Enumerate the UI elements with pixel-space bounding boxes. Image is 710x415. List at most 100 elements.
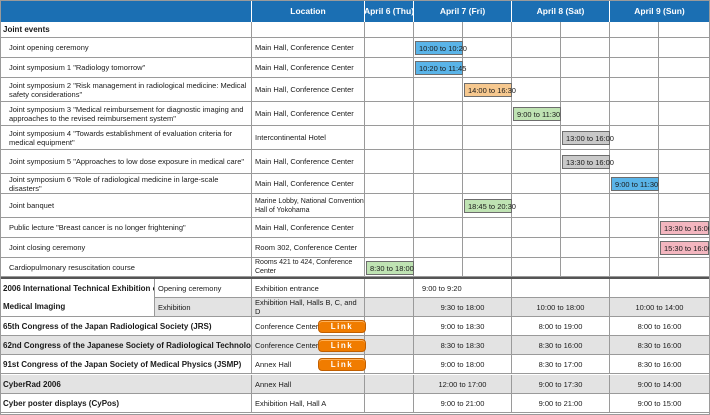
grid-cell <box>561 78 610 102</box>
grid-cell <box>414 174 463 194</box>
grid-cell <box>659 38 710 58</box>
grid-cell <box>610 150 659 174</box>
joint-event-location: Main Hall, Conference Center <box>252 174 365 194</box>
grid-cell <box>561 218 610 238</box>
joint-event-time-bar: 13:30 to 16:00 <box>660 221 710 235</box>
grid-cell <box>463 150 512 174</box>
grid-cell <box>512 78 561 102</box>
grid-cell <box>365 126 414 150</box>
exhibition-time-day3: 10:00 to 18:00 <box>512 298 610 317</box>
congress-time-day2: 12:00 to 17:00 <box>414 375 512 394</box>
grid-cell <box>610 126 659 150</box>
grid-cell <box>610 218 659 238</box>
header-day-1: April 6 (Thu) <box>365 0 414 22</box>
grid-cell <box>659 102 710 126</box>
grid-cell <box>659 126 710 150</box>
joint-event-time-bar: 13:30 to 16:00 <box>562 155 614 169</box>
congress-time-day4: 8:30 to 16:00 <box>610 336 710 355</box>
grid-cell <box>610 58 659 78</box>
grid-cell <box>365 218 414 238</box>
grid-cell <box>414 218 463 238</box>
grid-cell <box>512 38 561 58</box>
congress-name: 91st Congress of the Japan Society of Me… <box>0 355 252 374</box>
grid-cell <box>463 58 512 78</box>
congress-link-button[interactable]: Link <box>318 358 366 371</box>
exhibition-day1 <box>365 298 414 317</box>
header-day-4: April 9 (Sun) <box>610 0 710 22</box>
grid-cell <box>414 258 463 277</box>
opening-ceremony-day3 <box>512 279 610 298</box>
exhibition-time-day4: 10:00 to 14:00 <box>610 298 710 317</box>
header-blank <box>0 0 252 22</box>
congress-time-day2: 9:00 to 18:00 <box>414 355 512 374</box>
grid-cell <box>463 126 512 150</box>
section-joint-c7 <box>659 22 710 38</box>
joint-event-name: Joint symposium 4 "Towards establishment… <box>0 126 252 150</box>
grid-cell <box>561 174 610 194</box>
grid-cell <box>512 126 561 150</box>
grid-cell <box>512 58 561 78</box>
section-joint-events: Joint events <box>0 22 252 38</box>
joint-event-location: Rooms 421 to 424, Conference Center <box>252 258 365 277</box>
grid-cell <box>659 258 710 277</box>
congress-time-day3: 8:00 to 19:00 <box>512 317 610 336</box>
grid-cell <box>414 150 463 174</box>
joint-event-name: Joint symposium 6 "Role of radiological … <box>0 174 252 194</box>
congress-time-day4: 8:00 to 16:00 <box>610 317 710 336</box>
grid-cell <box>365 174 414 194</box>
joint-event-location: Main Hall, Conference Center <box>252 102 365 126</box>
grid-cell <box>659 150 710 174</box>
congress-time-day3: 9:00 to 21:00 <box>512 394 610 413</box>
joint-event-name: Public lecture "Breast cancer is no long… <box>0 218 252 238</box>
joint-event-name: Joint opening ceremony <box>0 38 252 58</box>
grid-cell <box>365 238 414 258</box>
grid-cell <box>610 238 659 258</box>
joint-event-location: Main Hall, Conference Center <box>252 218 365 238</box>
grid-cell <box>365 102 414 126</box>
congress-day1 <box>365 375 414 394</box>
congress-time-day3: 8:30 to 17:00 <box>512 355 610 374</box>
congress-time-day4: 9:00 to 15:00 <box>610 394 710 413</box>
grid-cell <box>414 238 463 258</box>
joint-event-name: Joint symposium 2 "Risk management in ra… <box>0 78 252 102</box>
opening-ceremony-day4 <box>610 279 710 298</box>
congress-time-day2: 9:00 to 21:00 <box>414 394 512 413</box>
joint-event-name: Joint closing ceremony <box>0 238 252 258</box>
congress-day1 <box>365 355 414 374</box>
opening-ceremony-time: 9:00 to 9:20 <box>414 279 512 298</box>
congress-link-button[interactable]: Link <box>318 320 366 333</box>
grid-cell <box>365 38 414 58</box>
grid-cell <box>561 194 610 218</box>
grid-cell <box>463 258 512 277</box>
grid-cell <box>414 126 463 150</box>
joint-event-time-bar: 9:00 to 11:30 <box>611 177 659 191</box>
joint-event-location: Main Hall, Conference Center <box>252 38 365 58</box>
joint-event-time-bar: 9:00 to 11:30 <box>513 107 561 121</box>
exhibition-time-day2: 9:30 to 18:00 <box>414 298 512 317</box>
congress-link-button[interactable]: Link <box>318 339 366 352</box>
grid-cell <box>610 78 659 102</box>
section-joint-c1 <box>365 22 414 38</box>
joint-event-location: Main Hall, Conference Center <box>252 150 365 174</box>
congress-day1 <box>365 317 414 336</box>
grid-cell <box>561 238 610 258</box>
grid-cell <box>512 194 561 218</box>
congress-name: 62nd Congress of the Japanese Society of… <box>0 336 252 355</box>
congress-time-day4: 8:30 to 16:00 <box>610 355 710 374</box>
grid-cell <box>365 78 414 102</box>
congress-day1 <box>365 394 414 413</box>
congress-time-day3: 8:30 to 16:00 <box>512 336 610 355</box>
joint-event-name: Joint banquet <box>0 194 252 218</box>
grid-cell <box>512 238 561 258</box>
opening-ceremony-label: Opening ceremony <box>155 279 252 298</box>
joint-event-name: Joint symposium 1 "Radiology tomorrow" <box>0 58 252 78</box>
congress-name: 65th Congress of the Japan Radiological … <box>0 317 252 336</box>
exhibition-title-line1: 2006 International Technical Exhibition … <box>3 283 155 293</box>
section-divider <box>0 277 710 279</box>
grid-cell <box>463 238 512 258</box>
joint-event-name: Joint symposium 3 "Medical reimbursement… <box>0 102 252 126</box>
grid-cell <box>512 218 561 238</box>
joint-event-location: Intercontinental Hotel <box>252 126 365 150</box>
grid-cell <box>610 102 659 126</box>
grid-cell <box>610 194 659 218</box>
